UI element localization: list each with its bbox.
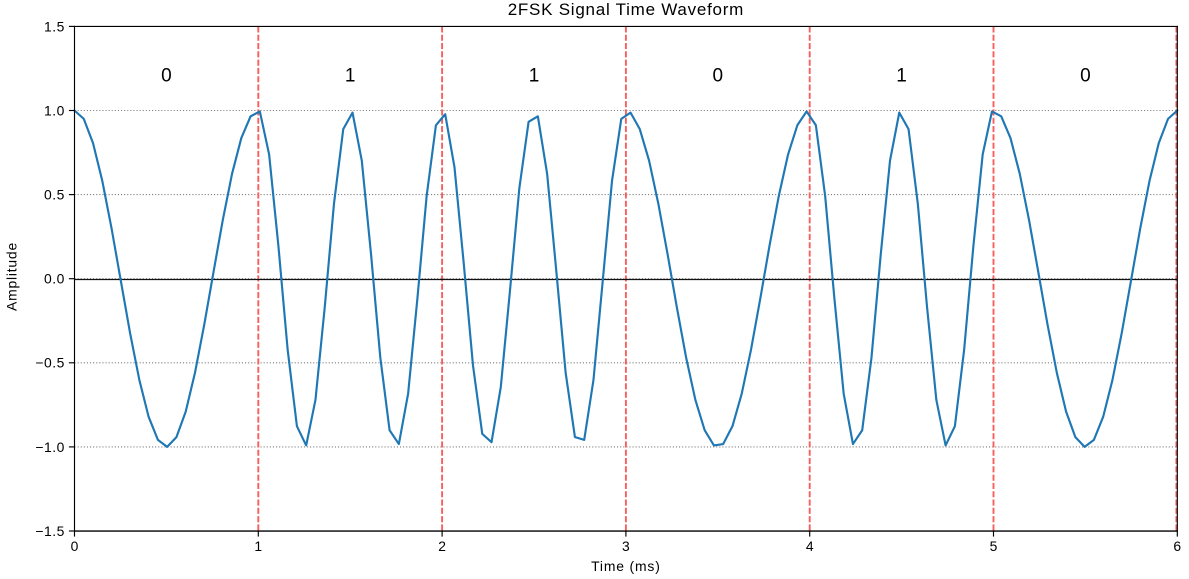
- svg-text:0: 0: [71, 538, 79, 554]
- svg-text:1: 1: [896, 66, 907, 87]
- svg-text:1.5: 1.5: [44, 18, 65, 34]
- svg-text:2FSK Signal Time Waveform: 2FSK Signal Time Waveform: [508, 0, 744, 19]
- svg-text:1: 1: [345, 66, 356, 87]
- svg-text:3: 3: [622, 538, 630, 554]
- svg-text:0.0: 0.0: [44, 271, 65, 287]
- svg-text:Time (ms): Time (ms): [591, 558, 661, 574]
- svg-text:0: 0: [713, 66, 724, 87]
- svg-text:−0.5: −0.5: [35, 355, 64, 371]
- svg-text:1.0: 1.0: [44, 102, 65, 118]
- svg-text:0.5: 0.5: [44, 187, 65, 203]
- svg-text:Amplitude: Amplitude: [4, 242, 20, 311]
- svg-text:4: 4: [806, 538, 814, 554]
- svg-text:6: 6: [1173, 538, 1181, 554]
- svg-text:−1.0: −1.0: [35, 439, 64, 455]
- svg-text:5: 5: [990, 538, 998, 554]
- svg-text:2: 2: [438, 538, 446, 554]
- svg-text:0: 0: [1080, 66, 1091, 87]
- svg-text:0: 0: [161, 66, 172, 87]
- svg-text:1: 1: [529, 66, 540, 87]
- svg-text:−1.5: −1.5: [35, 523, 64, 539]
- svg-text:1: 1: [254, 538, 262, 554]
